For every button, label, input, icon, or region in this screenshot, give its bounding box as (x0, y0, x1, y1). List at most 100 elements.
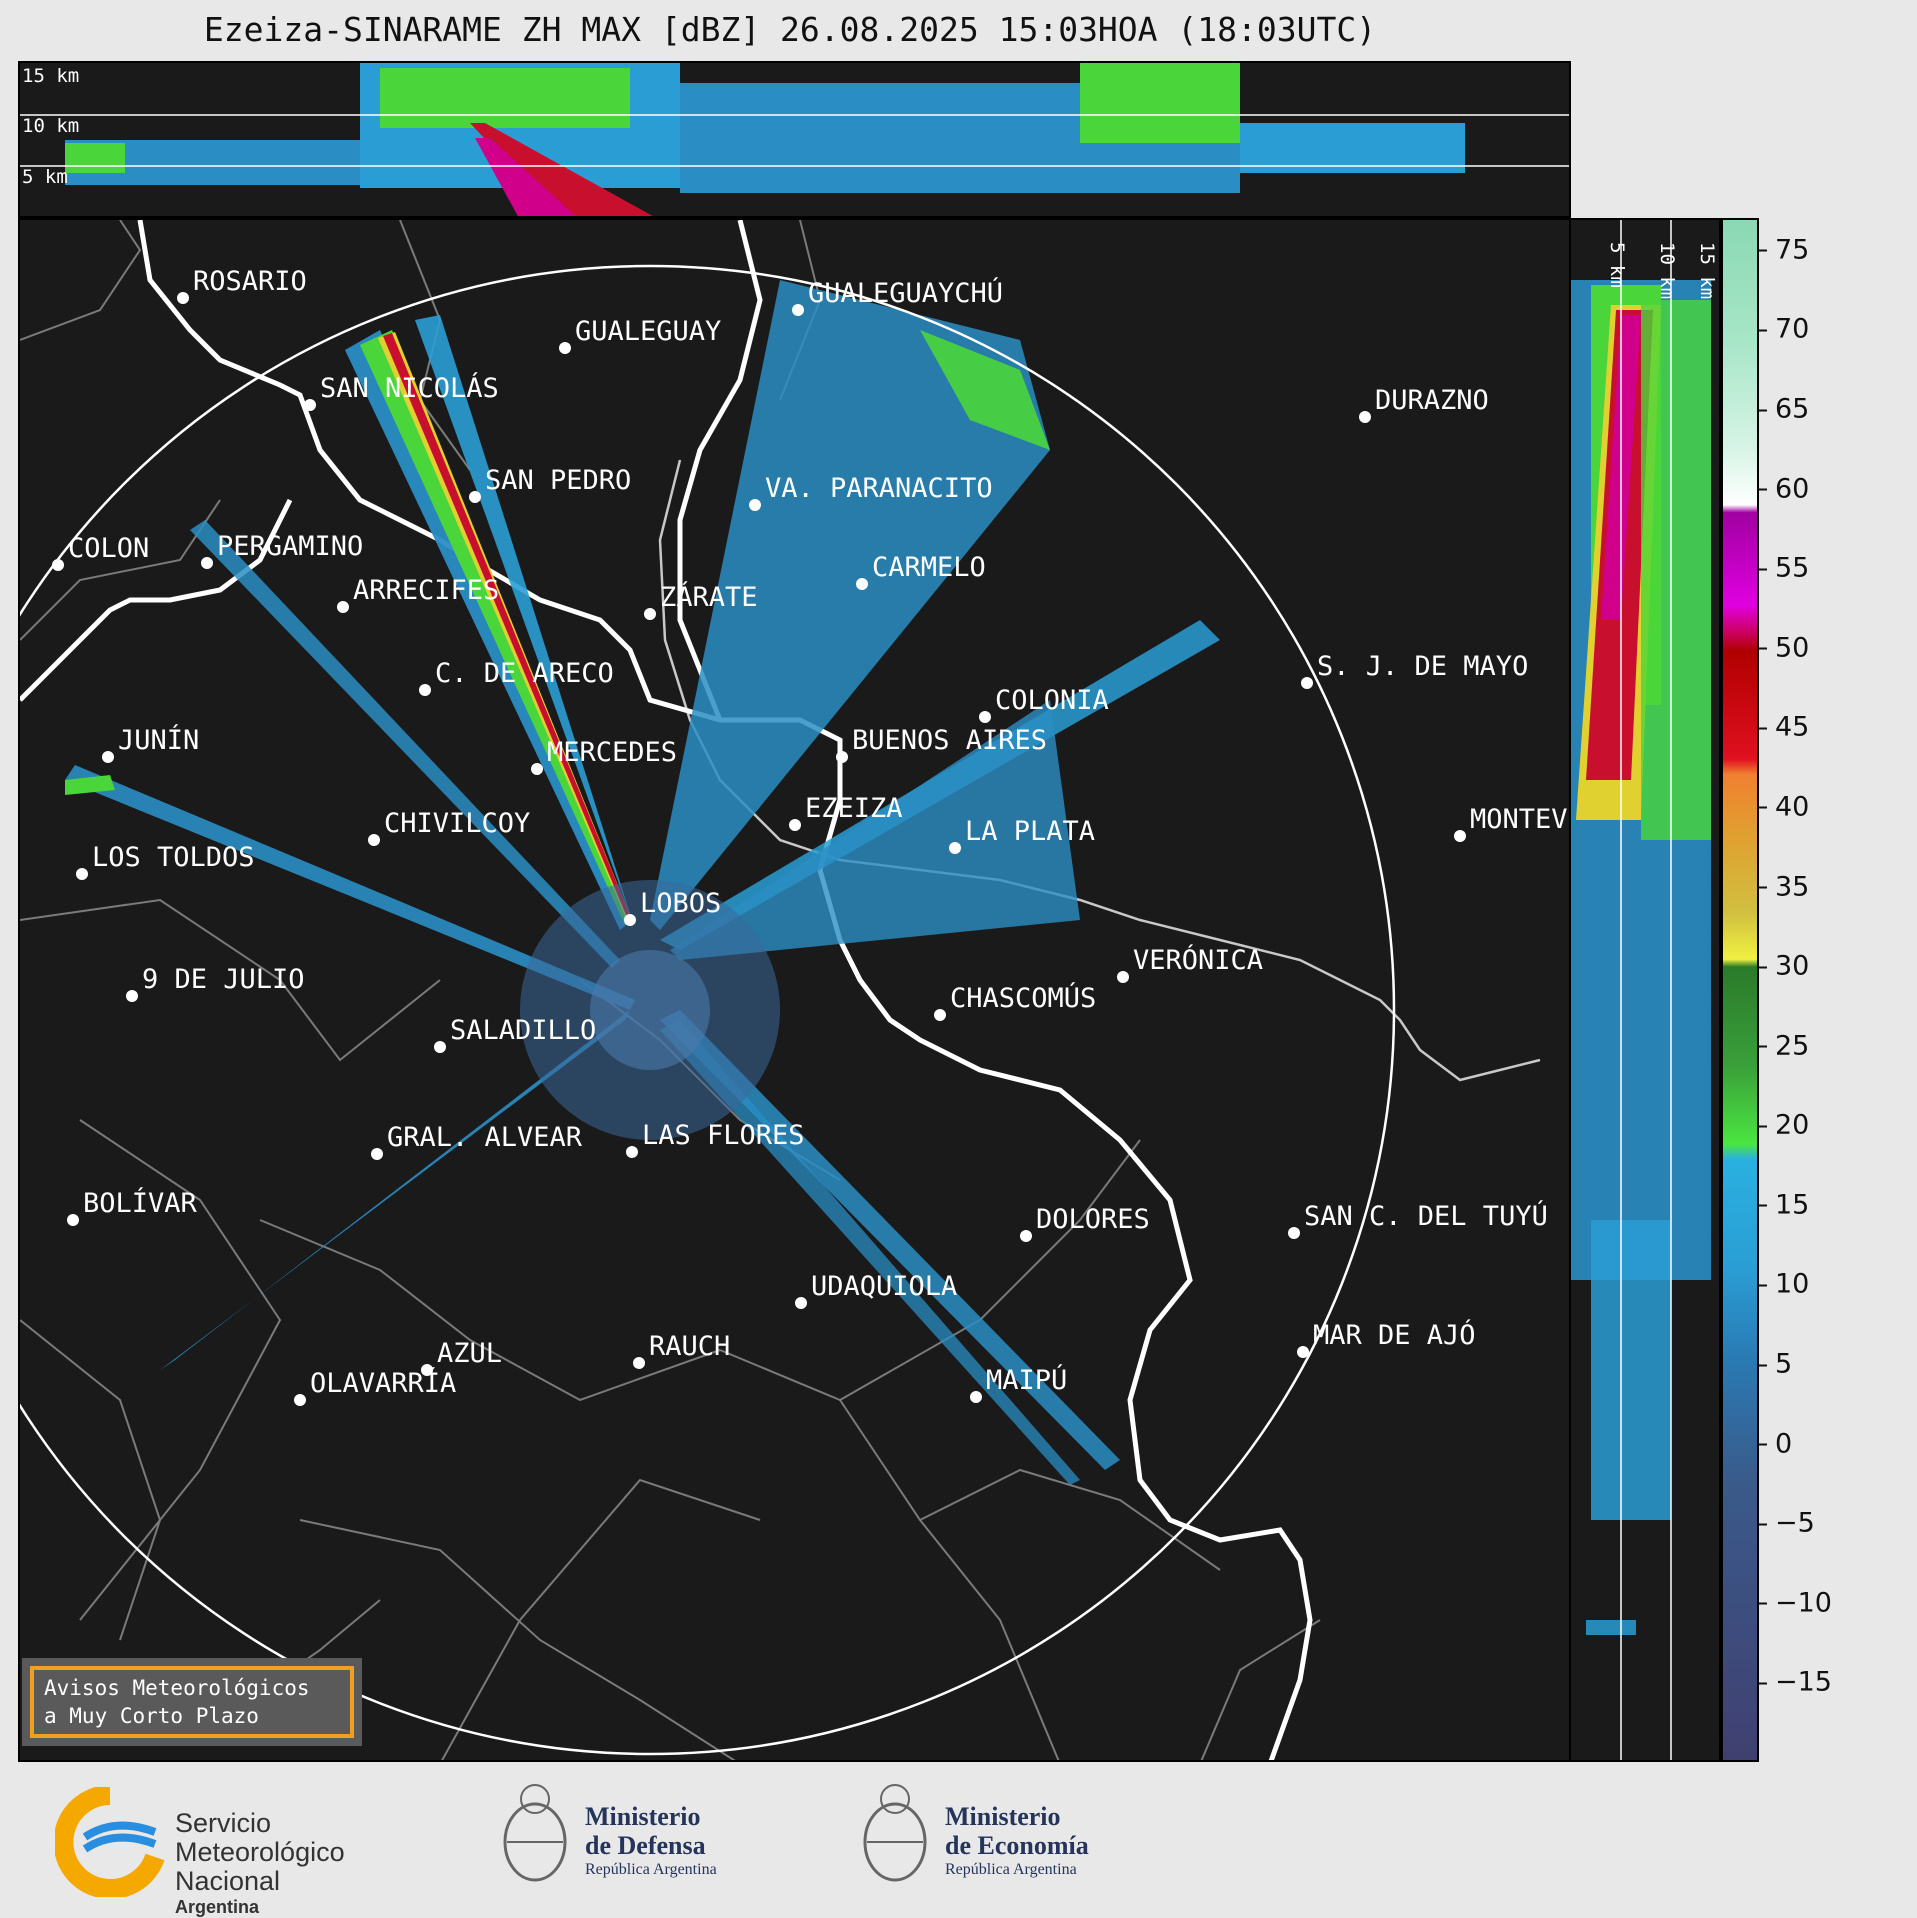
city-label: SAN NICOLÁS (320, 372, 499, 404)
city-marker (1020, 1230, 1032, 1242)
chart-title: Ezeiza-SINARAME ZH MAX [dBZ] 26.08.2025 … (203, 10, 1377, 49)
city-label: AZUL (437, 1338, 502, 1369)
radar-map: ROSARIO GUALEGUAYCHÚ GUALEGUAY SAN NICOLÁS D… (18, 218, 1571, 1762)
city-label: JUNÍN (118, 724, 199, 756)
uruguay-river (677, 220, 763, 721)
city-marker (970, 1391, 982, 1403)
colorbar-tick: 65 (1759, 394, 1809, 425)
city-label: BUENOS AIRES (852, 725, 1047, 756)
radar-echoes (65, 280, 1220, 1485)
city-label: SAN PEDRO (485, 465, 631, 496)
city-label: COLONIA (995, 685, 1109, 716)
city-label: BOLÍVAR (83, 1187, 198, 1219)
range-ring (20, 264, 1396, 1756)
colorbar-tick: 55 (1759, 553, 1809, 584)
city-label: CARMELO (872, 552, 986, 583)
colorbar-tick: 60 (1759, 473, 1809, 504)
city-marker (1117, 971, 1129, 983)
top-echo-west-green (65, 143, 125, 173)
city-label: RAUCH (649, 1331, 730, 1362)
defensa-line-1: Ministerio (585, 1802, 701, 1831)
city-label: ARRECIFES (353, 575, 499, 606)
city-marker (67, 1214, 79, 1226)
city-marker (469, 491, 481, 503)
coat-of-arms-icon (863, 1784, 927, 1882)
city-marker (1288, 1227, 1300, 1239)
city-marker (979, 711, 991, 723)
smn-line-1: Servicio (175, 1808, 272, 1838)
city-label: S. J. DE MAYO (1317, 651, 1528, 682)
colorbar-tick: 0 (1759, 1428, 1792, 1459)
city-marker (624, 914, 636, 926)
city-label: MERCEDES (547, 737, 677, 768)
defensa-line-3: República Argentina (585, 1861, 717, 1878)
economia-line-3: República Argentina (945, 1861, 1077, 1878)
alert-line-1: Avisos Meteorológicos (44, 1676, 310, 1700)
city-marker (52, 559, 64, 571)
top-label-15km: 15 km (22, 65, 79, 87)
city-label: SALADILLO (450, 1015, 596, 1046)
city-marker (749, 499, 761, 511)
smn-logo-icon (53, 1785, 165, 1899)
city-label: OLAVARRÍA (310, 1367, 456, 1399)
smn-logo-text: Servicio Meteorológico Nacional Argentin… (175, 1809, 345, 1918)
colorbar-tick: 15 (1759, 1189, 1809, 1220)
city-marker (201, 557, 213, 569)
city-marker (792, 304, 804, 316)
city-label: 9 DE JULIO (142, 964, 305, 995)
city-marker (559, 342, 571, 354)
colorbar-tick: 75 (1759, 234, 1809, 265)
city-marker (1301, 677, 1313, 689)
side-cross-section-panel: 5 km 10 km 15 km (1571, 218, 1721, 1762)
city-label: UDAQUIOLA (811, 1271, 957, 1302)
coat-of-arms-icon (503, 1784, 567, 1882)
top-echo-core-green (380, 68, 630, 128)
top-echo-east-green (1080, 63, 1240, 143)
city-label: GUALEGUAYCHÚ (808, 277, 1003, 309)
colorbar-tick: 10 (1759, 1269, 1809, 1300)
side-label-15km: 15 km (1696, 242, 1718, 299)
alert-box: Avisos Meteorológicos a Muy Corto Plazo (22, 1658, 362, 1746)
city-marker (626, 1146, 638, 1158)
city-label: GUALEGUAY (575, 316, 721, 347)
city-marker (795, 1297, 807, 1309)
city-marker (419, 684, 431, 696)
city-label: LOBOS (640, 888, 721, 919)
city-marker (531, 763, 543, 775)
alert-box-inner: Avisos Meteorológicos a Muy Corto Plazo (30, 1666, 354, 1738)
city-label: GRAL. ALVEAR (387, 1122, 583, 1153)
smn-logo: Servicio Meteorológico Nacional Argentin… (53, 1785, 395, 1917)
city-label: SAN C. DEL TUYÚ (1304, 1200, 1548, 1232)
city-label: CHASCOMÚS (950, 982, 1096, 1014)
city-marker (304, 399, 316, 411)
side-cross-section-svg: 5 km 10 km 15 km (1571, 220, 1718, 1760)
economia-logo: Ministerio de Economía República Argenti… (855, 1777, 1125, 1897)
defensa-line-2: de Defensa (585, 1831, 706, 1860)
colorbar-tick: 40 (1759, 791, 1809, 822)
city-marker (644, 608, 656, 620)
city-marker (421, 1364, 433, 1376)
side-label-10km: 10 km (1656, 242, 1678, 299)
city-marker (934, 1009, 946, 1021)
city-marker (177, 292, 189, 304)
city-marker (1359, 411, 1371, 423)
city-label: CHIVILCOY (384, 808, 530, 839)
colorbar-tick: 20 (1759, 1110, 1809, 1141)
colorbar-tick: −15 (1759, 1667, 1832, 1698)
city-label: COLON (68, 533, 149, 564)
top-label-10km: 10 km (22, 115, 79, 137)
city-label: VA. PARANACITO (765, 473, 993, 504)
coastline-west (20, 498, 293, 702)
colorbar-tick: −5 (1759, 1508, 1815, 1539)
city-marker (76, 868, 88, 880)
city-label: ZÁRATE (660, 581, 758, 613)
side-label-5km: 5 km (1606, 242, 1628, 288)
colorbar-tick: 35 (1759, 871, 1809, 902)
city-label: MAR DE AJÓ (1313, 1319, 1476, 1351)
city-markers-svg: ROSARIO GUALEGUAYCHÚ GUALEGUAY SAN NICOLÁS D… (52, 266, 1569, 1406)
city-marker (949, 842, 961, 854)
city-label: LOS TOLDOS (92, 842, 255, 873)
colorbar-tick: 5 (1759, 1349, 1792, 1380)
colorbar-tick: 50 (1759, 632, 1809, 663)
city-marker (371, 1148, 383, 1160)
